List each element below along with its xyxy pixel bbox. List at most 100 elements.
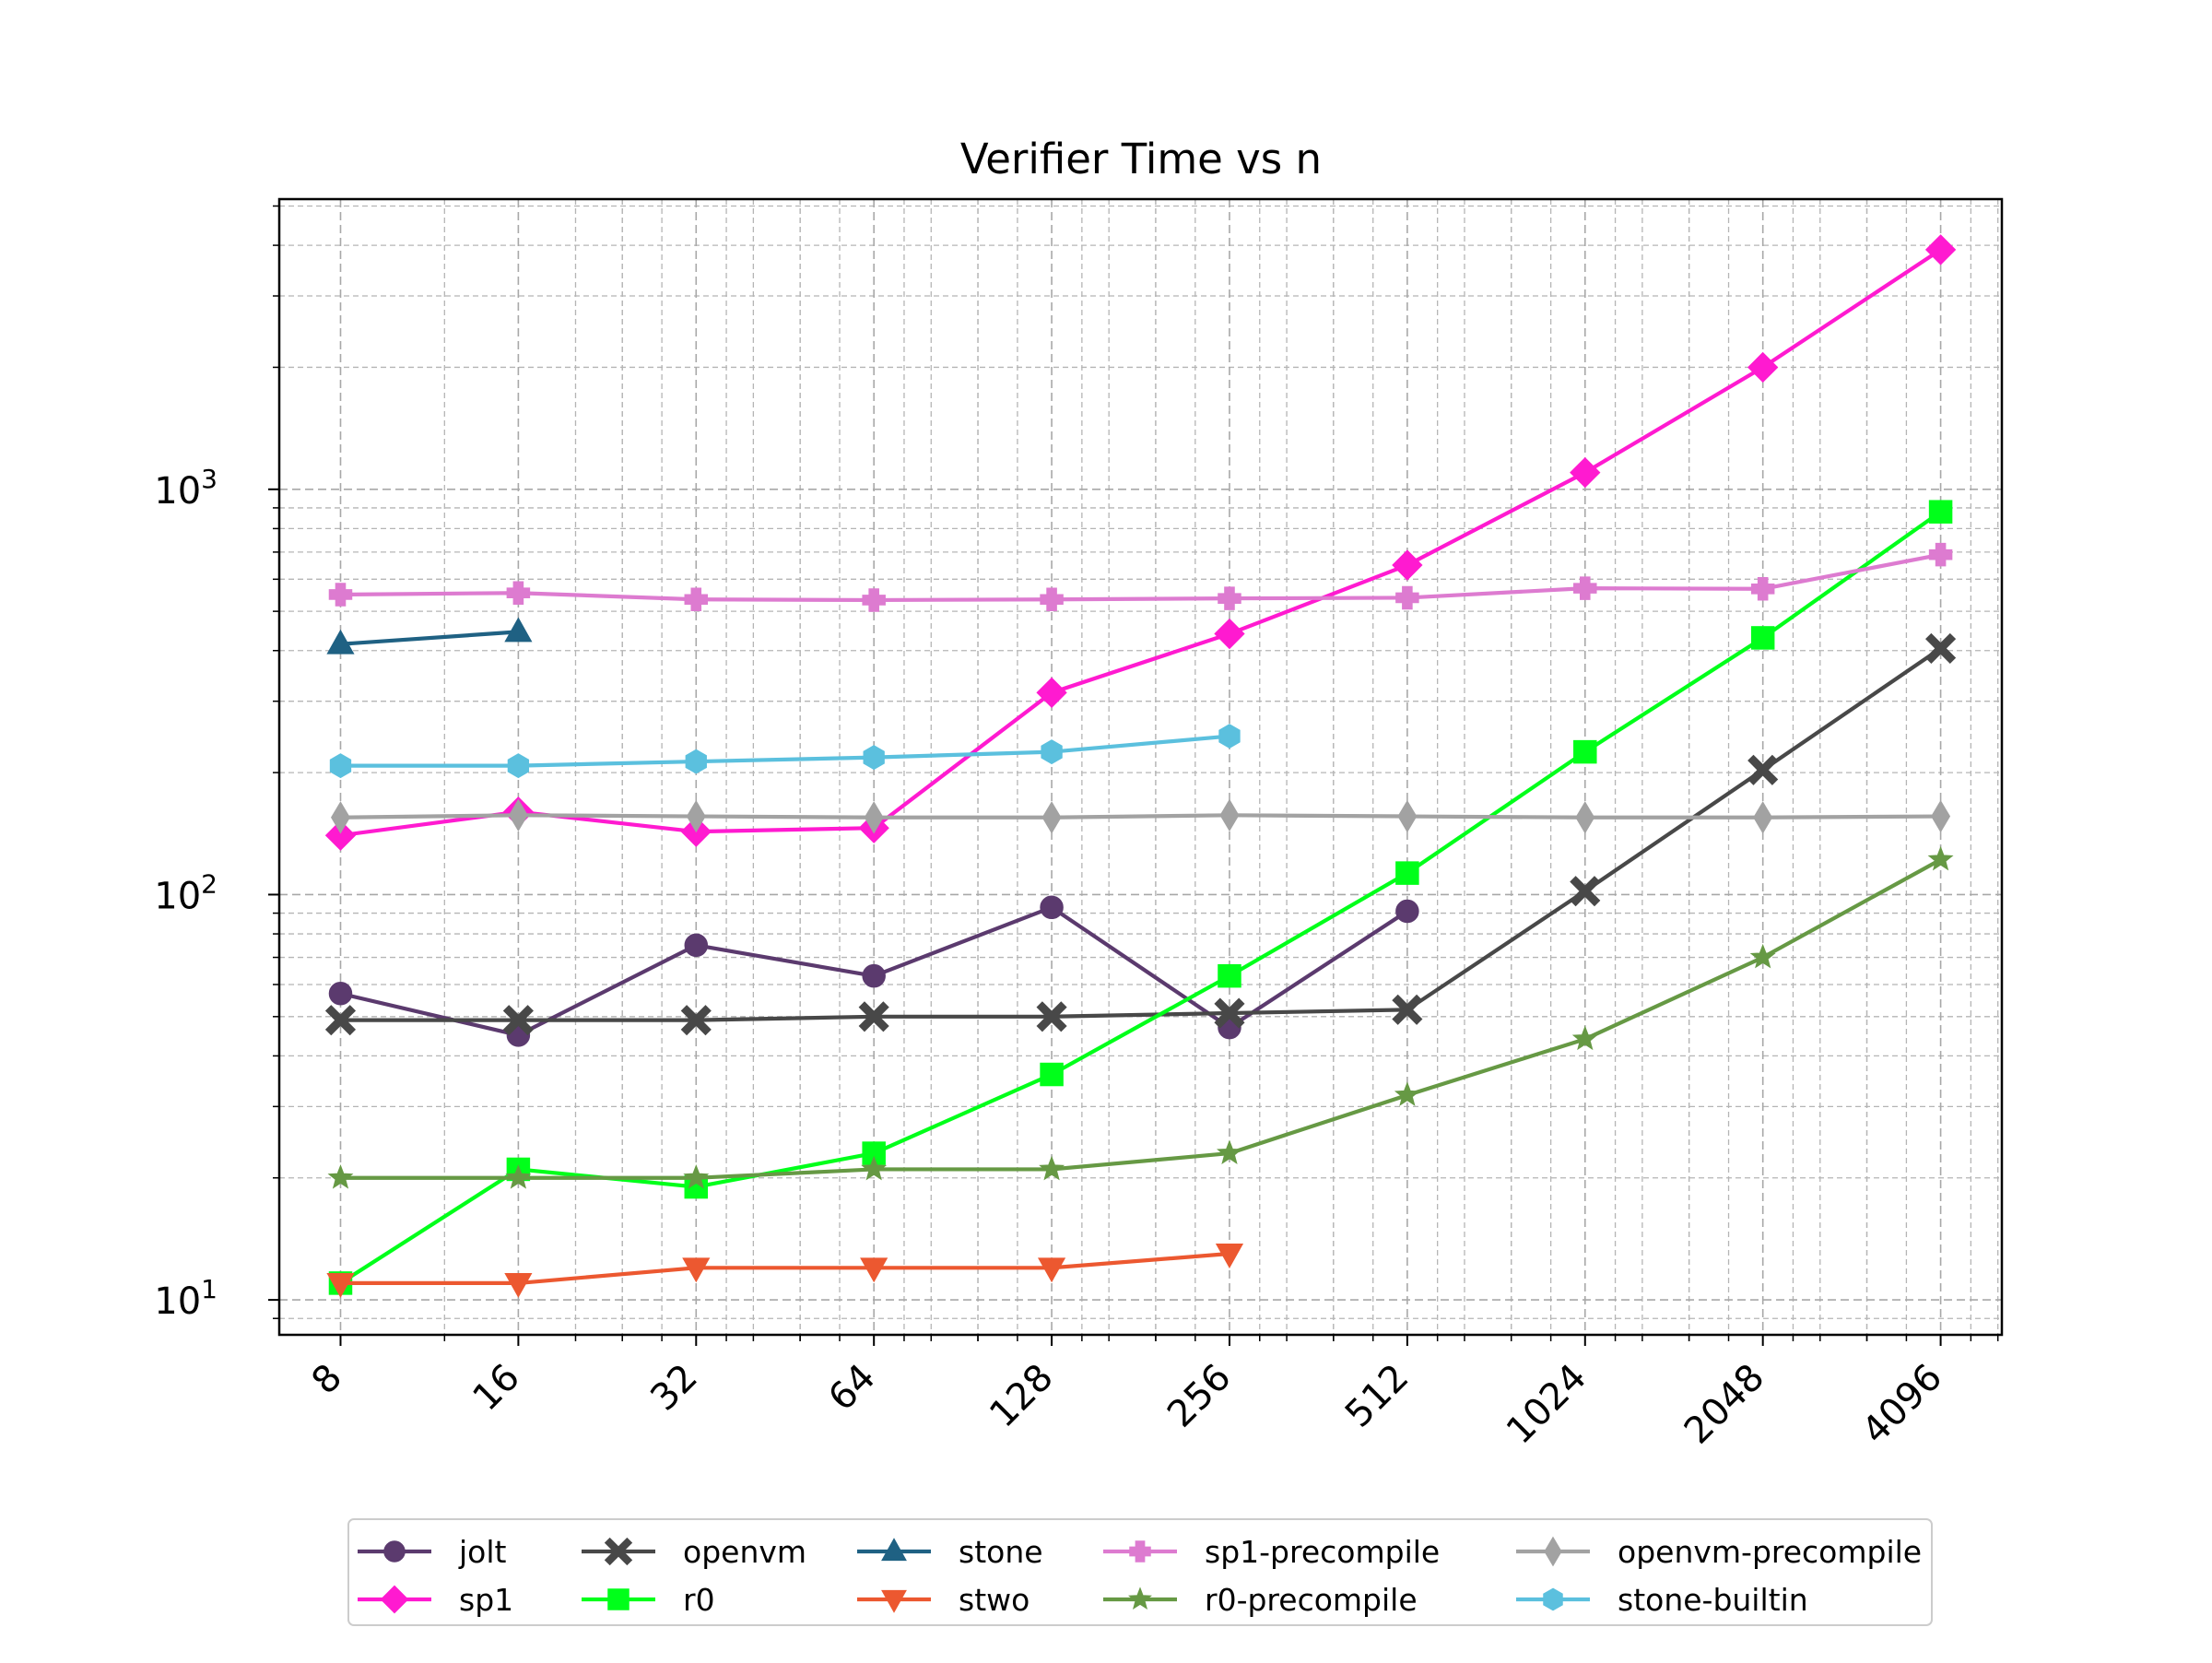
minor-grid xyxy=(279,199,2002,1335)
series-line-stwo xyxy=(340,1251,1230,1286)
legend-swatch-marker xyxy=(1544,1536,1562,1567)
series-openvm-precompile xyxy=(331,798,1951,834)
point-sp1 xyxy=(1214,618,1245,650)
legend: jolt sp1 openvm r0 stone stwo sp1-precompile r0… xyxy=(347,1518,1933,1626)
point-stwo xyxy=(1037,1257,1066,1283)
point-r0-precompile xyxy=(861,1155,888,1181)
point-r0-precompile xyxy=(683,1164,710,1189)
point-openvm xyxy=(502,1005,534,1036)
legend-label: sp1 xyxy=(459,1582,513,1618)
legend-label: r0-precompile xyxy=(1205,1582,1418,1618)
point-openvm xyxy=(680,1005,712,1036)
point-openvm xyxy=(858,1001,889,1032)
legend-swatch-marker xyxy=(881,1589,907,1613)
point-sp1-precompile xyxy=(1218,586,1241,610)
legend-item-stone: stone xyxy=(857,1534,1043,1570)
point-stwo xyxy=(504,1272,533,1298)
point-jolt xyxy=(1040,895,1064,920)
point-openvm xyxy=(1036,1001,1067,1032)
point-stwo xyxy=(860,1257,888,1283)
legend-item-openvm-precompile: openvm-precompile xyxy=(1516,1534,1922,1570)
point-sp1-precompile xyxy=(1928,542,1953,567)
point-jolt xyxy=(328,982,353,1006)
point-sp1-precompile xyxy=(1395,585,1419,610)
point-sp1-precompile xyxy=(506,581,531,605)
point-sp1-precompile xyxy=(328,583,353,607)
y-tick-label: 103 xyxy=(154,464,218,513)
legend-label: jolt xyxy=(458,1534,507,1570)
point-stwo xyxy=(326,1272,355,1298)
point-openvm xyxy=(1392,994,1423,1025)
legend-swatch-marker xyxy=(1543,1587,1563,1611)
point-openvm xyxy=(324,1005,357,1036)
series-line-r0-precompile xyxy=(340,857,1942,1180)
series-line-stone xyxy=(340,630,519,646)
point-stone-builtin xyxy=(1041,739,1063,765)
point-stone xyxy=(326,629,355,655)
point-r0-precompile xyxy=(1749,943,1776,969)
series-line-openvm-precompile xyxy=(340,813,1941,820)
point-openvm xyxy=(1214,997,1245,1029)
series-stone xyxy=(326,617,533,655)
legend-swatch-marker xyxy=(604,1537,633,1566)
point-stwo xyxy=(1215,1244,1244,1268)
legend-swatch-marker xyxy=(1129,1540,1151,1563)
point-sp1 xyxy=(1924,234,1957,265)
legend-item-sp1: sp1 xyxy=(358,1582,513,1618)
series-stone-builtin xyxy=(329,724,1241,779)
point-r0-precompile xyxy=(505,1164,532,1189)
legend-label: stwo xyxy=(959,1582,1030,1618)
series-r0-precompile xyxy=(327,845,1954,1189)
point-r0-precompile xyxy=(1927,845,1954,871)
point-jolt xyxy=(1395,899,1419,924)
point-r0 xyxy=(1218,963,1241,988)
legend-item-sp1-precompile: sp1-precompile xyxy=(1103,1534,1440,1570)
point-r0-precompile xyxy=(1039,1155,1065,1181)
point-stwo xyxy=(682,1257,711,1283)
legend-label: stone xyxy=(959,1534,1043,1570)
legend-item-stwo: stwo xyxy=(857,1582,1030,1618)
point-openvm-precompile xyxy=(331,801,350,834)
point-openvm-precompile xyxy=(1575,801,1595,834)
point-sp1-precompile xyxy=(684,587,709,611)
point-r0 xyxy=(1750,626,1775,650)
legend-item-jolt: jolt xyxy=(358,1534,507,1570)
point-openvm-precompile xyxy=(686,799,706,833)
point-sp1-precompile xyxy=(1573,576,1597,600)
y-tick-label: 102 xyxy=(154,868,218,917)
point-openvm xyxy=(1570,876,1601,907)
legend-item-r0-precompile: r0-precompile xyxy=(1103,1582,1418,1618)
series-openvm xyxy=(324,632,1957,1036)
point-sp1 xyxy=(1570,456,1601,489)
point-sp1-precompile xyxy=(1040,587,1064,611)
point-sp1 xyxy=(324,820,357,851)
legend-label: r0 xyxy=(683,1582,715,1618)
legend-label: stone-builtin xyxy=(1618,1582,1808,1618)
point-stone-builtin xyxy=(507,753,530,779)
chart-title: Verifier Time vs n xyxy=(960,135,1322,183)
plot-frame xyxy=(277,197,2004,1337)
legend-item-r0: r0 xyxy=(582,1582,715,1618)
point-r0 xyxy=(1928,500,1953,524)
series-line-sp1-precompile xyxy=(340,552,1941,603)
point-sp1 xyxy=(1747,351,1779,383)
point-r0 xyxy=(1040,1062,1064,1087)
legend-item-stone-builtin: stone-builtin xyxy=(1516,1582,1808,1618)
point-sp1-precompile xyxy=(1750,577,1775,601)
point-openvm xyxy=(1925,632,1957,664)
series-layer xyxy=(324,234,1957,1298)
point-openvm-precompile xyxy=(1041,801,1062,834)
point-stone-builtin xyxy=(685,749,707,774)
series-line-sp1 xyxy=(340,248,1942,838)
point-stone-builtin xyxy=(1218,724,1241,749)
point-r0-precompile xyxy=(1217,1139,1242,1164)
point-stone-builtin xyxy=(863,745,885,771)
point-sp1 xyxy=(1036,677,1067,709)
point-r0-precompile xyxy=(327,1164,354,1189)
legend-label: sp1-precompile xyxy=(1205,1534,1440,1570)
series-stwo xyxy=(326,1244,1244,1298)
point-openvm xyxy=(1747,754,1779,785)
